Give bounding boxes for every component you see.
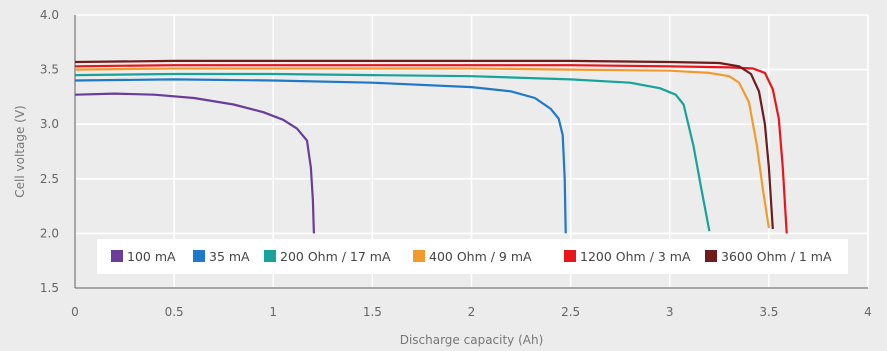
series-line-1200-ohm-3-ma [74, 64, 788, 234]
y-tick-label: 2.5 [40, 172, 59, 186]
series-line-100-ma [74, 92, 315, 234]
legend-label-200-ohm-17-ma: 200 Ohm / 17 mA [280, 249, 391, 264]
legend-swatch-200-ohm-17-ma [264, 250, 276, 262]
series-line-400-ohm-9-ma [74, 67, 770, 229]
series-line-3600-ohm-1-ma [74, 59, 774, 230]
legend-swatch-100-ma [111, 250, 123, 262]
y-tick-label: 1.5 [40, 281, 59, 295]
legend-label-400-ohm-9-ma: 400 Ohm / 9 mA [429, 249, 532, 264]
legend-label-35-ma: 35 mA [209, 249, 250, 264]
x-tick-label: 1.5 [363, 305, 382, 319]
x-tick-label: 1 [269, 305, 277, 319]
x-tick-label: 3 [666, 305, 674, 319]
series-line-200-ohm-17-ma [74, 72, 711, 232]
legend: 100 mA 35 mA 200 Ohm / 17 mA 400 Ohm / 9 mA… [97, 239, 848, 274]
series-lines [74, 59, 788, 234]
y-axis-label: Cell voltage (V) [13, 105, 27, 197]
legend-swatch-400-ohm-9-ma [413, 250, 425, 262]
legend-label-1200-ohm-3-ma: 1200 Ohm / 3 mA [580, 249, 691, 264]
x-tick-label: 0.5 [165, 305, 184, 319]
y-tick-label: 4.0 [40, 8, 59, 22]
legend-swatch-35-ma [193, 250, 205, 262]
series-line-35-ma [74, 78, 567, 234]
axis-ticks: 0 0.5 1 1.5 2 2.5 3 3.5 4 1.5 2.0 2.5 3.0 3.5 4.0 [40, 8, 872, 319]
x-tick-label: 3.5 [759, 305, 778, 319]
legend-swatch-3600-ohm-1-ma [705, 250, 717, 262]
x-tick-label: 4 [864, 305, 872, 319]
y-tick-label: 3.0 [40, 117, 59, 131]
y-tick-label: 2.0 [40, 226, 59, 240]
legend-label-100-ma: 100 mA [127, 249, 176, 264]
x-tick-label: 2.5 [561, 305, 580, 319]
x-tick-label: 2 [468, 305, 476, 319]
legend-box [97, 239, 848, 274]
x-tick-label: 0 [71, 305, 79, 319]
x-axis-label: Discharge capacity (Ah) [400, 333, 544, 347]
y-tick-label: 3.5 [40, 63, 59, 77]
legend-swatch-1200-ohm-3-ma [564, 250, 576, 262]
legend-label-3600-ohm-1-ma: 3600 Ohm / 1 mA [721, 249, 832, 264]
